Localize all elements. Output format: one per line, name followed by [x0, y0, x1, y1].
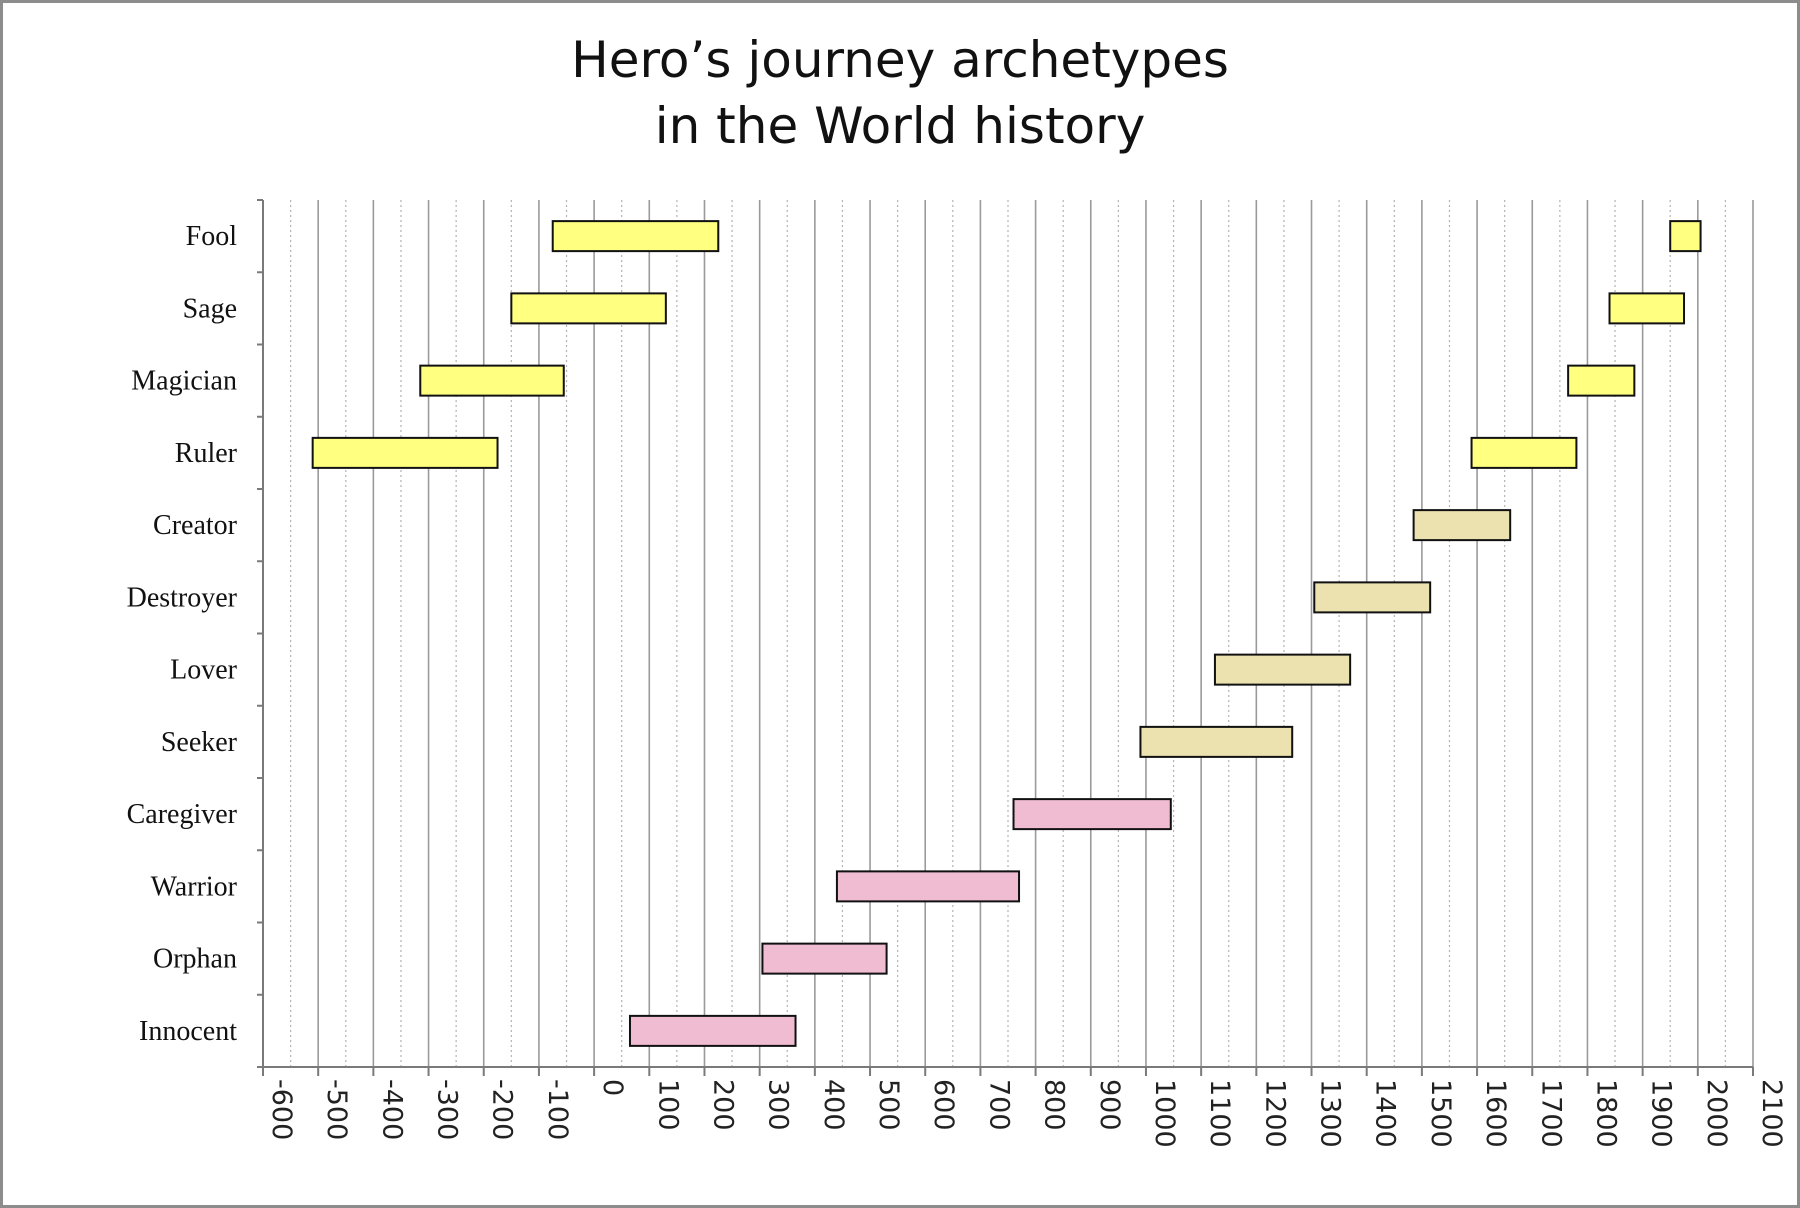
category-label: Orphan — [153, 944, 237, 975]
chart-title-line-2: in the World history — [654, 97, 1146, 155]
range-bar-destroyer — [1313, 581, 1432, 614]
x-tick-label: 0 — [597, 1079, 628, 1096]
x-tick-label: 600 — [928, 1079, 959, 1131]
x-tick-label: 1500 — [1425, 1079, 1456, 1148]
range-bar-lover — [1213, 653, 1352, 686]
category-label: Seeker — [161, 727, 238, 758]
range-bar-ruler — [1470, 436, 1578, 469]
x-tick-label: 400 — [818, 1079, 849, 1131]
category-label: Destroyer — [127, 582, 238, 613]
x-tick-label: 1700 — [1535, 1079, 1566, 1148]
range-bar-fool — [551, 220, 720, 253]
x-tick-label: 1300 — [1315, 1079, 1346, 1148]
x-tick-label: 200 — [707, 1079, 738, 1131]
x-tick-label: 1000 — [1149, 1079, 1180, 1148]
x-tick-label: 1900 — [1646, 1079, 1677, 1148]
category-label: Ruler — [175, 438, 238, 469]
x-tick-label: 2000 — [1701, 1079, 1732, 1148]
x-tick-label: 300 — [763, 1079, 794, 1131]
range-bar-warrior — [835, 870, 1021, 903]
category-label: Magician — [131, 366, 237, 397]
x-tick-label: 1600 — [1480, 1079, 1511, 1148]
x-tick-label: -300 — [432, 1079, 463, 1140]
range-bar-seeker — [1139, 725, 1294, 758]
x-tick-label: 100 — [652, 1079, 683, 1131]
category-label: Warrior — [151, 871, 238, 902]
x-tick-label: 900 — [1094, 1079, 1125, 1131]
chart-title-line-1: Hero’s journey archetypes — [571, 31, 1229, 89]
category-label: Creator — [153, 510, 238, 541]
category-label: Sage — [183, 293, 237, 324]
x-tick-label: 1100 — [1204, 1079, 1235, 1148]
range-bar-orphan — [761, 942, 888, 975]
range-bar-sage — [1608, 292, 1686, 325]
x-tick-label: 700 — [983, 1079, 1014, 1131]
x-tick-label: -200 — [487, 1079, 518, 1140]
x-tick-label: -100 — [542, 1079, 573, 1140]
range-bar-caregiver — [1012, 798, 1172, 831]
x-tick-label: 500 — [873, 1079, 904, 1131]
range-bar-fool — [1669, 220, 1702, 253]
x-tick-label: 800 — [1039, 1079, 1070, 1131]
x-tick-label: 1200 — [1259, 1079, 1290, 1148]
range-bar-ruler — [311, 436, 499, 469]
x-tick-label: 1400 — [1370, 1079, 1401, 1148]
x-tick-label: -500 — [321, 1079, 352, 1140]
x-tick-label: -600 — [266, 1079, 297, 1140]
range-bar-innocent — [628, 1014, 797, 1047]
x-tick-label: 1800 — [1590, 1079, 1621, 1148]
category-label: Fool — [186, 221, 238, 252]
range-bar-sage — [510, 292, 667, 325]
x-tick-label: 2100 — [1756, 1079, 1787, 1148]
category-label: Innocent — [139, 1016, 237, 1047]
chart-title: Hero’s journey archetypes in the World h… — [3, 27, 1797, 159]
x-tick-label: -400 — [376, 1079, 407, 1140]
range-bar-creator — [1412, 509, 1512, 542]
gantt-chart: -600 -500 -400 -300 -200 -100 0 100 200 300 400 500… — [127, 199, 1787, 1148]
category-label: Lover — [170, 655, 238, 686]
category-label: Caregiver — [127, 799, 238, 830]
range-bar-magician — [1567, 364, 1636, 397]
range-bar-magician — [419, 364, 565, 397]
